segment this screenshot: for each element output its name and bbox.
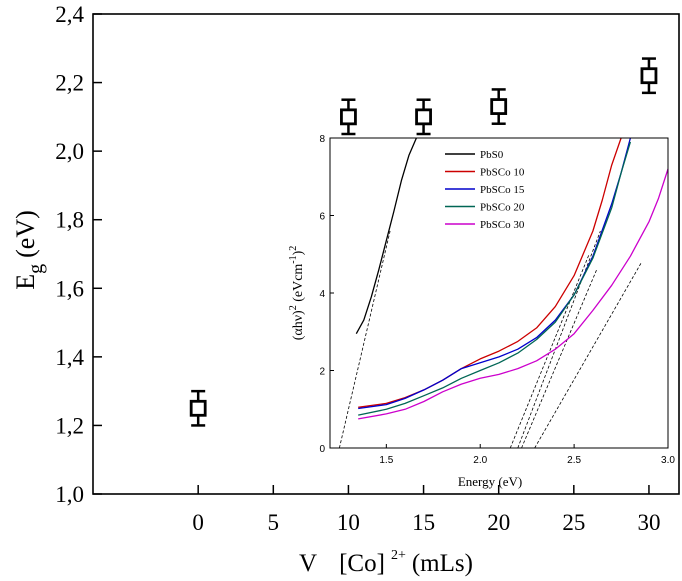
inset-tangent-line <box>338 230 391 449</box>
inset-legend: PbS0 PbSCo 10 PbSCo 15 PbSCo 20 PbSCo 30 <box>445 149 525 231</box>
inset-legend-label: PbS0 <box>480 149 504 161</box>
main-x-ticks: 0 5 10 15 20 25 30 <box>192 485 660 535</box>
y-axis-label-unit: (eV) <box>11 210 40 258</box>
inset-y-label-sup-a: 2 <box>288 305 299 310</box>
inset-y-tick-label: 0 <box>319 444 325 455</box>
data-point-marker <box>640 67 658 85</box>
inset-x-ticks: 1.5 2.0 2.5 3.0 <box>379 444 675 466</box>
x-axis-label-species: [Co] <box>339 550 385 577</box>
inset-x-tick-label: 2.0 <box>473 455 487 466</box>
inset-x-tick-label: 3.0 <box>661 455 675 466</box>
data-point-marker <box>189 399 207 417</box>
inset-y-ticks: 0 2 4 6 8 <box>319 134 334 455</box>
main-y-tick-label: 1,4 <box>55 345 84 370</box>
inset-y-label-sup-c: 2 <box>288 246 299 251</box>
inset-series-line <box>355 137 417 335</box>
inset-x-tick-label: 2.5 <box>567 455 581 466</box>
inset-x-tick-label: 1.5 <box>379 455 393 466</box>
inset-series-lines <box>355 137 669 420</box>
inset-tangent-line <box>517 230 601 449</box>
inset-y-axis-label: (αhν)2 (eVcm-1)2 <box>288 246 306 341</box>
main-y-ticks: 1,0 1,2 1,4 1,6 1,8 2,0 2,2 2,4 <box>55 2 102 507</box>
inset-y-label-sup-b: -1 <box>288 255 299 263</box>
inset-x-axis-label: Energy (eV) <box>458 474 522 489</box>
main-plot-frame <box>92 13 680 495</box>
inset-background <box>330 138 668 448</box>
inset-legend-label: PbSCo 10 <box>480 167 525 179</box>
y-axis-label-subscript: g <box>25 264 47 274</box>
main-y-tick-label: 2,2 <box>55 71 84 96</box>
inset-y-tick-label: 2 <box>319 367 325 378</box>
main-y-tick-label: 1,6 <box>55 276 84 301</box>
data-point-marker <box>340 108 357 126</box>
main-data-points <box>189 57 658 427</box>
inset-y-label-part-b: (eVcm <box>291 264 306 306</box>
main-x-tick-label: 0 <box>192 510 204 535</box>
inset-series-line <box>358 168 669 420</box>
inset-tangent-lines <box>338 230 643 449</box>
x-axis-label-unit: (mLs) <box>412 550 473 577</box>
main-y-tick-label: 1,8 <box>55 208 84 233</box>
y-axis-label-symbol: E <box>11 274 40 290</box>
main-x-tick-label: 15 <box>412 510 435 535</box>
x-axis-label-v: V <box>299 550 317 577</box>
main-x-tick-label: 30 <box>637 510 660 535</box>
inset-y-label-part-a: (αhν) <box>291 310 306 340</box>
main-plot: 1,01,21,41,61,82,02,22,4 0 5 10 15 20 25 30 Eg… <box>11 2 680 577</box>
main-y-tick-label: 1,2 <box>55 413 84 438</box>
main-y-tick-label: 2,0 <box>55 139 84 164</box>
inset-y-tick-label: 6 <box>319 212 325 223</box>
inset-series-line <box>358 137 632 410</box>
inset-series-line <box>358 141 632 416</box>
inset-legend-label: PbSCo 20 <box>480 202 525 214</box>
main-x-tick-label: 10 <box>337 510 360 535</box>
data-point-marker <box>490 98 508 115</box>
inset-tangent-line <box>534 261 643 449</box>
inset-y-tick-label: 4 <box>319 289 325 300</box>
inset-y-tick-label: 8 <box>319 134 325 145</box>
inset-tangent-line <box>521 269 598 449</box>
main-y-tick-label: 1,0 <box>55 482 84 507</box>
data-point-marker <box>415 108 432 126</box>
main-y-tick-label: 2,4 <box>55 2 84 27</box>
inset-legend-label: PbSCo 30 <box>480 219 525 231</box>
main-x-tick-label: 20 <box>487 510 510 535</box>
x-axis-label-charge: 2+ <box>391 548 406 563</box>
main-x-tick-label: 5 <box>268 510 280 535</box>
y-axis-label: Eg (eV) <box>11 210 47 290</box>
inset-y-label-part-c: ) <box>291 250 306 255</box>
inset-legend-label: PbSCo 15 <box>480 184 525 196</box>
main-x-tick-label: 25 <box>562 510 585 535</box>
x-axis-label: V [Co] 2+ (mLs) <box>299 548 473 577</box>
